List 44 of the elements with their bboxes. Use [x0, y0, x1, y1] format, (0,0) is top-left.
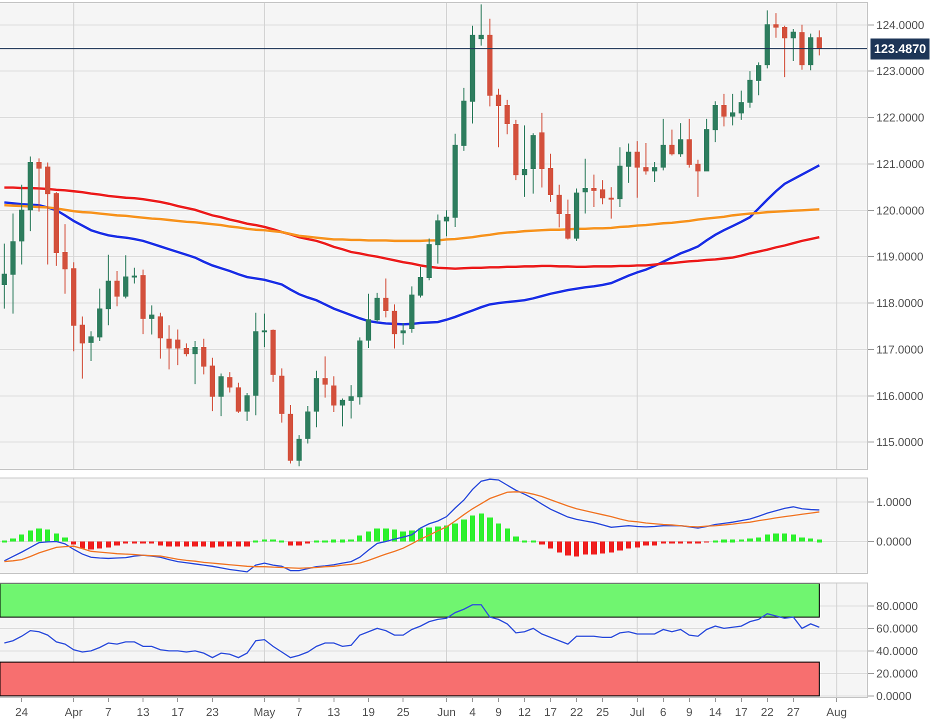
y-tick-label: 80.0000	[876, 600, 918, 613]
x-tick-label: 22	[570, 706, 583, 719]
y-tick-label: 0.0000	[876, 690, 912, 703]
y-tick-label: 117.0000	[876, 344, 924, 356]
x-tick-label: 25	[396, 706, 410, 719]
x-tick-label: Apr	[64, 706, 83, 719]
x-tick-label: 24	[15, 706, 29, 719]
x-tick-label: Aug	[826, 706, 847, 719]
x-tick-label: 6	[660, 706, 666, 719]
y-tick-label: 120.0000	[876, 205, 924, 218]
y-tick-label: 121.0000	[876, 158, 924, 171]
y-tick-label: 124.0000	[876, 20, 924, 32]
y-tick-label: 116.0000	[876, 390, 924, 403]
x-tick-label: 13	[136, 706, 150, 719]
y-tick-label: 60.0000	[876, 623, 918, 636]
y-tick-label: 1.0000	[876, 497, 912, 510]
x-tick-label: 17	[171, 706, 184, 719]
y-tick-label: 122.0000	[876, 112, 924, 125]
y-tick-label: 118.0000	[876, 298, 924, 310]
x-tick-label: 14	[708, 706, 722, 719]
x-tick-label: 7	[105, 706, 112, 719]
x-tick-label: 27	[786, 706, 800, 719]
x-tick-label: 7	[296, 706, 302, 719]
x-tick-label: 17	[544, 706, 557, 719]
x-tick-label: 9	[686, 706, 692, 719]
x-tick-label: 19	[362, 706, 375, 719]
x-tick-label: 25	[596, 706, 609, 719]
y-tick-label: 0.0000	[876, 536, 912, 549]
y-tick-label: 119.0000	[876, 252, 924, 264]
x-tick-label: Jun	[437, 706, 456, 719]
y-tick-label: 115.0000	[876, 437, 924, 450]
x-tick-label: May	[254, 706, 276, 719]
x-tick-label: 13	[327, 706, 340, 719]
y-tick-label: 123.0000	[876, 66, 924, 78]
x-tick-label: 9	[495, 706, 502, 719]
y-tick-label: 20.0000	[876, 668, 918, 680]
x-tick-label: 22	[760, 706, 774, 719]
x-tick-label: 23	[206, 706, 219, 719]
x-tick-label: 12	[518, 706, 531, 719]
x-tick-label: Jul	[630, 706, 645, 719]
y-tick-label: 40.0000	[876, 646, 918, 658]
ref-line-label: 123.4870	[874, 42, 926, 56]
x-tick-label: 4	[469, 706, 476, 719]
x-tick-label: 17	[734, 706, 748, 719]
